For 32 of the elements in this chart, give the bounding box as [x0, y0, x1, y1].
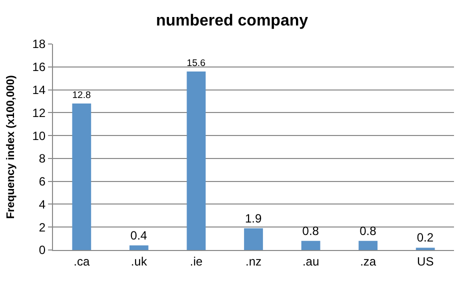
x-tick-label: .au [302, 254, 320, 268]
data-label: 1.9 [244, 211, 262, 226]
x-tick-label: US [417, 254, 434, 268]
y-tick-label: 10 [32, 128, 46, 143]
x-tick-label: .za [360, 254, 376, 268]
data-label: 0.8 [360, 224, 377, 238]
x-tick-label: .ie [190, 254, 203, 268]
data-label: 0.2 [416, 230, 434, 245]
chart-title: numbered company [156, 12, 308, 30]
y-tick-label: 8 [38, 152, 46, 166]
data-label: 0.4 [130, 228, 148, 242]
y-tick-label: 14 [32, 82, 46, 97]
y-tick-label: 0 [38, 243, 46, 258]
bar [358, 240, 378, 250]
bar [129, 245, 148, 250]
y-tick-label: 16 [32, 60, 46, 74]
y-tick-label: 6 [38, 174, 46, 189]
data-label: 0.8 [302, 224, 320, 238]
y-tick-label: 12 [32, 106, 46, 120]
y-tick-label: 4 [38, 197, 46, 212]
bar [186, 71, 206, 250]
bar [301, 240, 320, 250]
y-axis-title: Frequency index (x100,000) [4, 74, 17, 219]
x-tick-label: .ca [74, 254, 90, 268]
bar [244, 228, 263, 250]
bar [72, 104, 92, 250]
x-tick-label: .uk [130, 254, 148, 268]
y-tick-label: 18 [32, 37, 46, 52]
data-label: 15.6 [186, 58, 206, 70]
x-tick-label: .nz [245, 254, 262, 268]
y-tick-label: 2 [38, 220, 46, 234]
data-label: 12.8 [72, 90, 91, 102]
